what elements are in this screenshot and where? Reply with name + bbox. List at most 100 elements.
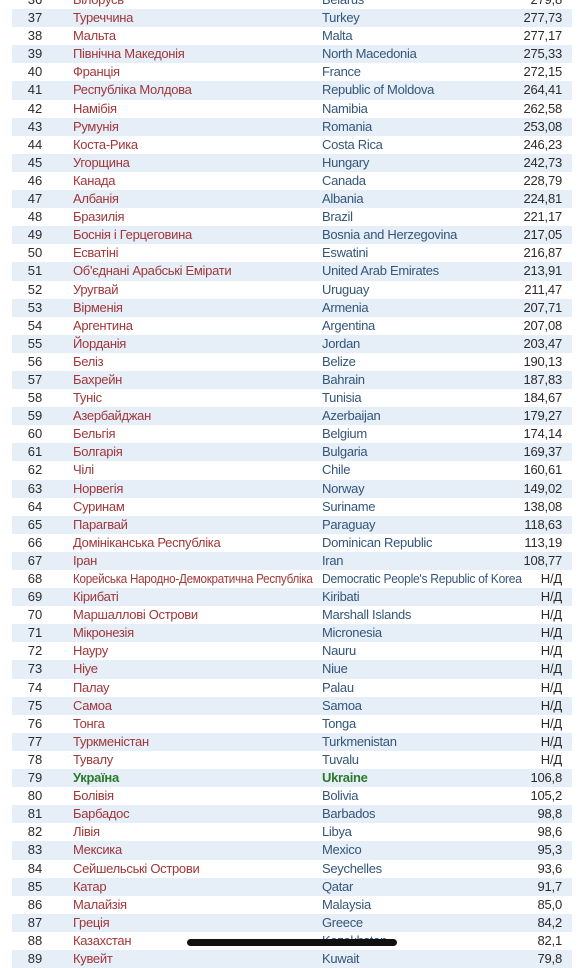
english-name-cell: Qatar bbox=[322, 878, 354, 894]
ukrainian-name-cell: Коста-Рика bbox=[73, 136, 138, 152]
ukrainian-name-cell: Кувейт bbox=[73, 950, 113, 966]
table-row: 54 Аргентина Argentina 207,08 bbox=[12, 317, 572, 335]
value-cell: 149,02 bbox=[523, 480, 562, 496]
ukrainian-name-cell: Намібія bbox=[73, 100, 117, 116]
english-name-cell: Malta bbox=[322, 28, 353, 44]
rank-cell: 69 bbox=[27, 589, 43, 605]
table-row: 73 Ніуе Niue Н/Д bbox=[12, 660, 572, 679]
rank-cell: 57 bbox=[27, 371, 43, 387]
ukrainian-name-cell: Самоа bbox=[73, 697, 112, 713]
rank-cell: 58 bbox=[27, 390, 43, 406]
ukrainian-name-cell: Суринам bbox=[73, 498, 125, 514]
rank-cell: 65 bbox=[27, 516, 43, 532]
table-row: 77 Туркменістан Turkmenistan Н/Д bbox=[12, 732, 572, 751]
table-row: 82 Лівія Libya 98,6 bbox=[12, 823, 572, 841]
table-row-highlighted: 79 Україна Ukraine 106,8 bbox=[12, 769, 572, 788]
english-name-cell: Palau bbox=[322, 679, 354, 695]
value-cell: 118,63 bbox=[524, 516, 562, 532]
table-row: 72 Науру Nauru Н/Д bbox=[12, 642, 572, 660]
value-cell: Н/Д bbox=[540, 607, 562, 623]
english-name-cell: Greece bbox=[322, 914, 363, 930]
rank-cell: 62 bbox=[27, 462, 43, 478]
value-cell: 211,47 bbox=[524, 281, 562, 297]
english-name-cell: Republic of Moldova bbox=[322, 82, 435, 98]
value-cell: 174,14 bbox=[523, 426, 562, 442]
table-row: 71 Мікронезія Micronesia Н/Д bbox=[12, 624, 572, 643]
value-cell: Н/Д bbox=[540, 625, 562, 641]
english-name-cell: Mexico bbox=[322, 842, 362, 858]
english-name-cell: United Arab Emirates bbox=[322, 263, 439, 279]
english-name-cell: Paraguay bbox=[322, 516, 376, 532]
rank-cell: 45 bbox=[27, 154, 43, 170]
table-row: 39 Північна Македонія North Macedonia 275,3… bbox=[12, 45, 572, 64]
ukrainian-name-cell: Туреччина bbox=[73, 10, 134, 26]
value-cell: 272,15 bbox=[523, 64, 562, 80]
value-cell: 184,67 bbox=[523, 390, 562, 406]
value-cell: Н/Д bbox=[540, 751, 562, 767]
english-name-cell: Iran bbox=[322, 552, 344, 568]
ukrainian-name-cell: Йорданія bbox=[73, 335, 127, 351]
english-name-cell: Canada bbox=[322, 172, 366, 188]
table-row: 36 Білорусь Belarus 279,8 bbox=[12, 0, 572, 9]
rank-cell: 46 bbox=[27, 172, 43, 188]
value-cell: 169,37 bbox=[523, 444, 562, 460]
rank-cell: 86 bbox=[27, 896, 43, 912]
rank-cell: 54 bbox=[27, 317, 43, 333]
rank-cell: 60 bbox=[27, 426, 43, 442]
english-name-cell: Seychelles bbox=[322, 860, 382, 876]
home-indicator[interactable] bbox=[187, 939, 397, 946]
table-row: 85 Катар Qatar 91,7 bbox=[12, 877, 572, 896]
rank-cell: 84 bbox=[27, 860, 43, 876]
rank-cell: 73 bbox=[27, 661, 43, 677]
value-cell: 224,81 bbox=[523, 191, 562, 207]
table-row: 61 Болгарія Bulgaria 169,37 bbox=[12, 443, 572, 462]
english-name-cell: Uruguay bbox=[322, 281, 370, 297]
ukrainian-name-cell: Мікронезія bbox=[73, 625, 134, 641]
table-row: 89 Кувейт Kuwait 79,8 bbox=[12, 949, 572, 968]
table-row: 74 Палау Palau Н/Д bbox=[12, 679, 572, 697]
ukrainian-name-cell: Есватіні bbox=[73, 245, 119, 261]
english-name-cell: Namibia bbox=[322, 100, 368, 116]
table-row: 64 Суринам Suriname 138,08 bbox=[12, 498, 572, 516]
ukrainian-name-cell: Палау bbox=[73, 679, 110, 695]
table-row: 86 Малайзія Malaysia 85,0 bbox=[12, 896, 572, 914]
table-row: 51 Об'єднані Арабські Емірати United Arab … bbox=[12, 262, 572, 281]
rank-cell: 53 bbox=[27, 299, 43, 315]
rank-cell: 38 bbox=[27, 28, 43, 44]
table-row: 57 Бахрейн Bahrain 187,83 bbox=[12, 370, 572, 390]
table-row: 63 Норвегія Norway 149,02 bbox=[12, 479, 572, 498]
value-cell: 221,17 bbox=[523, 209, 562, 225]
table-row: 84 Сейшельські Острови Seychelles 93,6 bbox=[12, 860, 572, 878]
table-row: 38 Мальта Malta 277,17 bbox=[12, 27, 572, 45]
value-cell: 262,58 bbox=[523, 100, 562, 116]
ukrainian-name-cell: Чілі bbox=[73, 462, 94, 478]
english-name-cell: Chile bbox=[322, 462, 351, 478]
rank-cell: 89 bbox=[27, 950, 43, 966]
value-cell: 95,3 bbox=[537, 842, 562, 858]
ukrainian-name-cell: Тонга bbox=[73, 715, 105, 731]
table-row: 65 Парагвай Paraguay 118,63 bbox=[12, 515, 572, 534]
rank-cell: 51 bbox=[27, 263, 43, 279]
value-cell: 187,83 bbox=[523, 371, 562, 387]
ukrainian-name-cell: Північна Македонія bbox=[73, 46, 185, 62]
value-cell: 216,87 bbox=[523, 245, 562, 261]
ukrainian-name-cell: Беліз bbox=[73, 353, 104, 369]
english-name-cell: Ukraine bbox=[322, 770, 368, 786]
rank-cell: 48 bbox=[27, 209, 43, 225]
english-name-cell: Micronesia bbox=[322, 625, 382, 641]
ukrainian-name-cell: Домініканська Республіка bbox=[73, 534, 221, 550]
ukrainian-name-cell: Науру bbox=[73, 643, 108, 659]
rank-cell: 68 bbox=[27, 571, 43, 586]
value-cell: 277,17 bbox=[523, 28, 562, 44]
english-name-cell: Azerbaijan bbox=[322, 408, 381, 424]
value-cell: 138,08 bbox=[523, 498, 562, 514]
ukrainian-name-cell: Барбадос bbox=[73, 806, 130, 822]
table-row: 53 Вірменія Armenia 207,71 bbox=[12, 298, 572, 317]
english-name-cell: Bosnia and Herzegovina bbox=[322, 227, 458, 243]
english-name-cell: Tunisia bbox=[322, 390, 362, 406]
table-row: 48 Бразилія Brazil 221,17 bbox=[12, 208, 572, 226]
ukrainian-name-cell: Кірибаті bbox=[73, 589, 119, 605]
ukrainian-name-cell: Маршаллові Острови bbox=[73, 607, 198, 623]
english-name-cell: Armenia bbox=[322, 299, 369, 315]
rank-cell: 37 bbox=[27, 10, 43, 26]
